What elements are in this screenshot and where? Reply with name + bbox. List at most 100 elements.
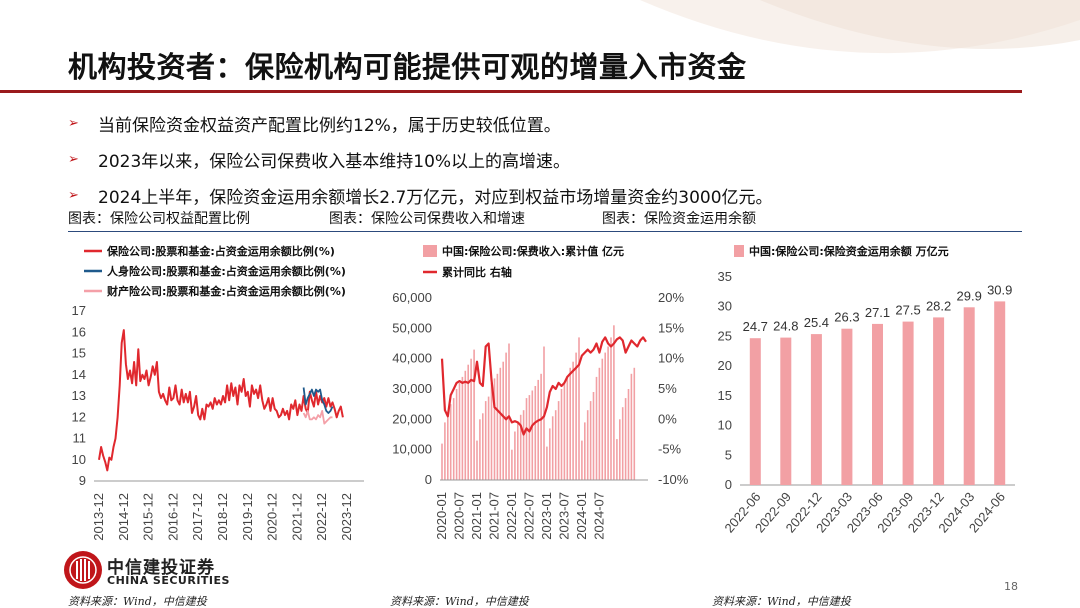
x-tick-label: 2020-12: [265, 493, 280, 541]
header-decoration: [0, 0, 1080, 90]
x-tick-label: 2019-12: [240, 493, 255, 541]
premium-bar: [458, 382, 461, 480]
source-note: 资料来源：Wind，中信建投: [68, 595, 207, 608]
y-tick-label: 40,000: [392, 351, 432, 366]
premium-bar: [566, 376, 569, 480]
premium-bar: [560, 389, 563, 480]
premium-bar: [482, 413, 484, 480]
source-note: 资料来源：Wind，中信建投: [712, 595, 851, 608]
x-tick-label: 2014-12: [116, 493, 131, 541]
y-tick-label: 15: [72, 346, 86, 361]
y-tick-label: 0: [425, 472, 432, 487]
legend-swatch: [734, 245, 744, 257]
premium-bar: [496, 373, 499, 480]
y-tick-label: 13: [72, 388, 86, 403]
series-line-2: [302, 409, 333, 425]
y-tick-label: 30,000: [392, 381, 432, 396]
caption-equity-ratio: 图表：保险公司权益配置比例: [68, 211, 250, 227]
premium-bar: [487, 396, 490, 480]
y-tick-label: 9: [79, 473, 86, 488]
balance-bar: [810, 334, 822, 485]
premium-bar: [619, 419, 621, 480]
y-tick-label: 30: [718, 299, 732, 314]
y-tick-label: 10,000: [392, 442, 432, 457]
premium-bar: [522, 410, 525, 480]
premium-bar: [505, 352, 507, 480]
y2-tick-label: 15%: [658, 320, 684, 335]
bullet-text: 2024上半年，保险资金运用余额增长2.7万亿元，对应到权益市场增量资金约300…: [98, 187, 773, 208]
premium-bar: [610, 337, 612, 480]
chart-premium: 0 10,000 20,000 30,000 40,000 50,000 60,000 -10…: [390, 234, 700, 554]
premium-bar: [621, 407, 624, 480]
page-title: 机构投资者：保险机构可能提供可观的增量入市资金: [68, 50, 747, 84]
y-tick-label: 0: [725, 477, 732, 492]
y-tick-label: 17: [72, 303, 86, 318]
growth-line: [440, 336, 647, 436]
title-divider: [0, 90, 1022, 93]
bullet-item: ➢ 2023年以来，保险公司保费收入基本维持10%以上的高增速。: [68, 141, 773, 177]
balance-bar: [872, 323, 883, 485]
premium-bar: [508, 343, 510, 480]
chart-premium-svg: 0 10,000 20,000 30,000 40,000 50,000 60,000 -10…: [392, 244, 689, 540]
chart-captions: 图表：保险公司权益配置比例 图表：保险公司保费收入和增速 图表：保险资金运用余额: [68, 208, 1022, 230]
y2-tick-label: 10%: [658, 351, 684, 366]
premium-bar: [447, 416, 449, 480]
premium-bar: [554, 410, 557, 480]
bullet-item: ➢ 2024上半年，保险资金运用余额增长2.7万亿元，对应到权益市场增量资金约30…: [68, 177, 773, 213]
x-tick-label: 2013-12: [91, 493, 106, 541]
premium-bar: [449, 404, 452, 480]
y-tick-label: 10: [72, 452, 86, 467]
legend-label: 中国:保险公司:保费收入:累计值 亿元: [442, 244, 624, 258]
series-line-0: [98, 329, 344, 472]
caption-divider: [68, 231, 1022, 232]
y-tick-label: 10: [718, 418, 732, 433]
premium-bar: [444, 422, 446, 480]
premium-bar: [452, 398, 455, 480]
premium-bar: [578, 337, 580, 480]
premium-bar: [546, 446, 548, 480]
data-label: 27.1: [865, 305, 890, 320]
legend-label: 累计同比 右轴: [442, 265, 512, 279]
x-tick-label: 2020-07: [451, 492, 466, 540]
x-tick-label: 2018-12: [215, 493, 230, 541]
premium-bar: [633, 367, 636, 480]
balance-bar: [749, 338, 761, 485]
premium-bar: [511, 449, 513, 480]
x-tick-label: 2021-01: [469, 492, 484, 540]
y-tick-label: 12: [72, 409, 86, 424]
premium-bar: [473, 349, 475, 480]
premium-bar: [470, 358, 472, 480]
balance-bar: [780, 337, 792, 485]
legend-label: 财产险公司:股票和基金:占资金运用余额比例(%): [106, 284, 346, 298]
balance-bar: [841, 328, 853, 485]
premium-bar: [455, 389, 458, 480]
y2-tick-label: 20%: [658, 290, 684, 305]
chart-equity-ratio: 9 10 11 12 13 14 15 16 17 2013-12 2014-12 2015-12 20…: [62, 234, 380, 554]
x-tick-label: 2020-01: [434, 492, 449, 540]
premium-bar: [604, 352, 606, 480]
premium-bar: [537, 379, 539, 480]
premium-bar: [549, 428, 551, 480]
x-tick-label: 2017-12: [190, 493, 205, 541]
premium-bar: [624, 398, 627, 480]
chart-fund-balance-svg: 0510152025303524.72022-0624.82022-0925.4…: [718, 244, 1015, 535]
legend-label: 保险公司:股票和基金:占资金运用余额比例(%): [106, 244, 335, 258]
y-tick-label: 20: [718, 358, 732, 373]
legend-label: 人身险公司:股票和基金:占资金运用余额比例(%): [107, 264, 346, 278]
premium-bar: [464, 370, 467, 480]
y-tick-label: 60,000: [392, 290, 432, 305]
premium-bar: [519, 414, 522, 480]
premium-bar: [595, 376, 598, 480]
logo-emblem-icon: [64, 551, 102, 589]
premium-bar: [461, 376, 464, 480]
chart-fund-balance: 0 5 10 15 20 25 30 35 24.7 2022-06 24.8 2022-09 25.4…: [700, 234, 1040, 554]
source-note: 资料来源：Wind，中信建投: [390, 595, 529, 608]
x-tick-label: 2015-12: [141, 493, 156, 541]
bullet-arrow-icon: ➢: [68, 115, 79, 131]
premium-bar: [572, 361, 574, 480]
premium-bar: [584, 422, 586, 480]
premium-bar: [528, 395, 531, 480]
legend-swatch: [423, 245, 437, 257]
bullet-item: ➢ 当前保险资金权益资产配置比例约12%，属于历史较低位置。: [68, 105, 773, 141]
x-tick-label: 2016-12: [165, 493, 180, 541]
